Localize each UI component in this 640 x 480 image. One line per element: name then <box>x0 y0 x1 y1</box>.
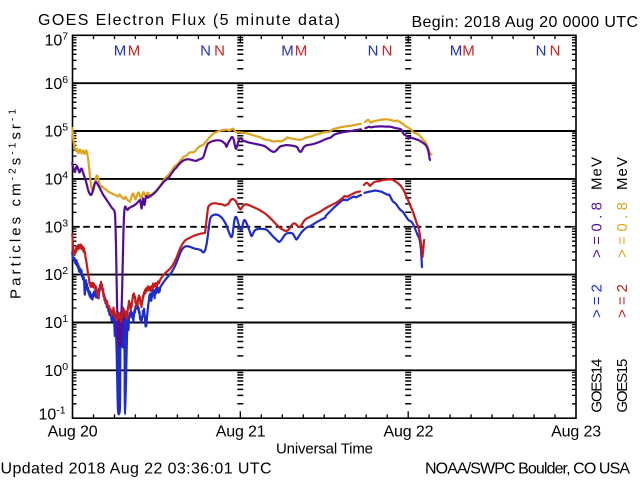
svg-text:M: M <box>128 43 141 60</box>
svg-text:GOES15: GOES15 <box>614 359 631 413</box>
svg-text:M: M <box>295 43 308 60</box>
svg-text:>=2: >=2 <box>589 284 606 318</box>
svg-text:M: M <box>114 43 127 60</box>
svg-text:M: M <box>450 43 463 60</box>
svg-text:NOAA/SWPC Boulder, CO USA: NOAA/SWPC Boulder, CO USA <box>425 461 630 478</box>
svg-text:GOES Electron Flux (5 minute d: GOES Electron Flux (5 minute data) <box>38 12 340 29</box>
svg-text:M: M <box>462 43 475 60</box>
svg-text:N: N <box>382 43 393 60</box>
svg-text:GOES14: GOES14 <box>589 359 606 413</box>
svg-text:Particles cm-2s-1sr-1: Particles cm-2s-1sr-1 <box>8 109 25 299</box>
svg-text:M: M <box>281 43 294 60</box>
svg-text:MeV: MeV <box>589 157 606 190</box>
svg-text:Aug 22: Aug 22 <box>384 424 434 441</box>
svg-text:N: N <box>214 43 225 60</box>
svg-text:Updated 2018 Aug 22 03:36:01 U: Updated 2018 Aug 22 03:36:01 UTC <box>1 461 272 478</box>
svg-text:N: N <box>200 43 211 60</box>
svg-text:>=0.8: >=0.8 <box>589 202 606 258</box>
svg-text:>=0.8: >=0.8 <box>614 202 631 258</box>
svg-text:Aug 21: Aug 21 <box>216 424 266 441</box>
svg-text:N: N <box>368 43 379 60</box>
svg-text:Aug 23: Aug 23 <box>551 424 601 441</box>
svg-text:Universal Time: Universal Time <box>276 441 373 458</box>
svg-text:MeV: MeV <box>614 157 631 190</box>
svg-text:Begin: 2018 Aug 20 0000 UTC: Begin: 2018 Aug 20 0000 UTC <box>412 14 639 31</box>
svg-text:N: N <box>550 43 561 60</box>
svg-text:Aug 20: Aug 20 <box>48 424 98 441</box>
svg-text:>=2: >=2 <box>614 284 631 318</box>
svg-text:N: N <box>536 43 547 60</box>
